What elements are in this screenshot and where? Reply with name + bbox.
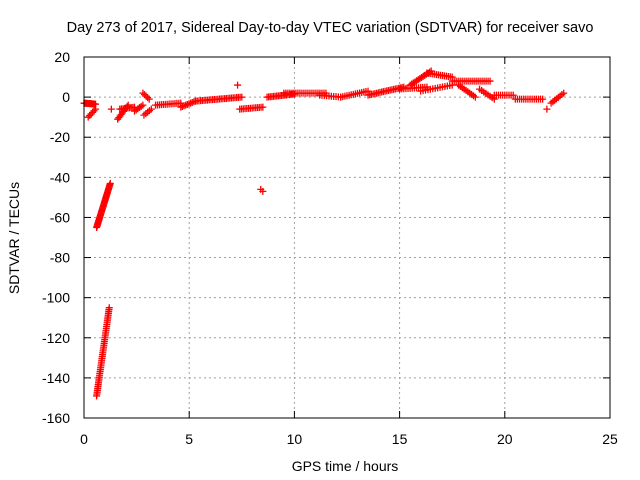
y-tick-label: -120	[42, 330, 70, 346]
data-point	[106, 179, 114, 187]
y-tick-label: -160	[42, 410, 70, 426]
y-tick-label: 20	[54, 49, 70, 65]
x-tick-label: 5	[185, 431, 193, 447]
data-point	[178, 102, 186, 110]
data-point	[105, 304, 113, 312]
y-tick-label: -140	[42, 370, 70, 386]
plot-frame	[83, 56, 611, 419]
data-point	[177, 103, 185, 111]
data-point	[183, 100, 191, 108]
data-point	[471, 93, 479, 101]
data-point	[539, 95, 547, 103]
data-point	[139, 89, 147, 97]
x-tick-label: 10	[287, 431, 303, 447]
axis-ticks	[83, 56, 611, 419]
chart-title: Day 273 of 2017, Sidereal Day-to-day VTE…	[67, 20, 594, 36]
data-point	[509, 91, 517, 99]
data-point	[543, 105, 551, 113]
data-point	[140, 91, 148, 99]
data-point	[142, 92, 150, 100]
y-axis-label: SDTVAR / TECUs	[6, 182, 22, 294]
data-point	[107, 105, 115, 113]
y-tick-label: -40	[50, 169, 70, 185]
data-point	[188, 98, 196, 106]
tick-labels: 0 5 10 15 20 25 20 0 -20 -40 -60 -80 -100 -120 -140 -16…	[42, 49, 618, 447]
data-point	[180, 102, 188, 110]
y-tick-label: -20	[50, 129, 70, 145]
data-point	[190, 98, 198, 106]
data-point	[137, 102, 145, 110]
data-point	[238, 93, 246, 101]
data-point	[486, 77, 494, 85]
grid-lines	[84, 57, 610, 418]
data-point	[259, 187, 267, 195]
data-point	[259, 103, 267, 111]
data-point	[139, 101, 147, 109]
y-tick-label: 0	[62, 89, 70, 105]
data-point	[145, 95, 153, 103]
data-point	[144, 94, 152, 102]
x-tick-label: 25	[602, 431, 618, 447]
data-point	[560, 89, 568, 97]
data-point	[185, 100, 193, 108]
y-tick-label: -60	[50, 209, 70, 225]
y-tick-label: -100	[42, 290, 70, 306]
data-point	[92, 105, 100, 113]
data-point	[234, 81, 242, 89]
data-series	[80, 67, 568, 400]
data-point	[187, 99, 195, 107]
data-point	[90, 107, 98, 115]
data-point	[147, 105, 155, 113]
data-point	[182, 101, 190, 109]
x-tick-label: 20	[497, 431, 513, 447]
y-tick-label: -80	[50, 250, 70, 266]
x-tick-label: 0	[80, 431, 88, 447]
x-axis-label: GPS time / hours	[292, 458, 399, 474]
x-tick-label: 15	[392, 431, 408, 447]
